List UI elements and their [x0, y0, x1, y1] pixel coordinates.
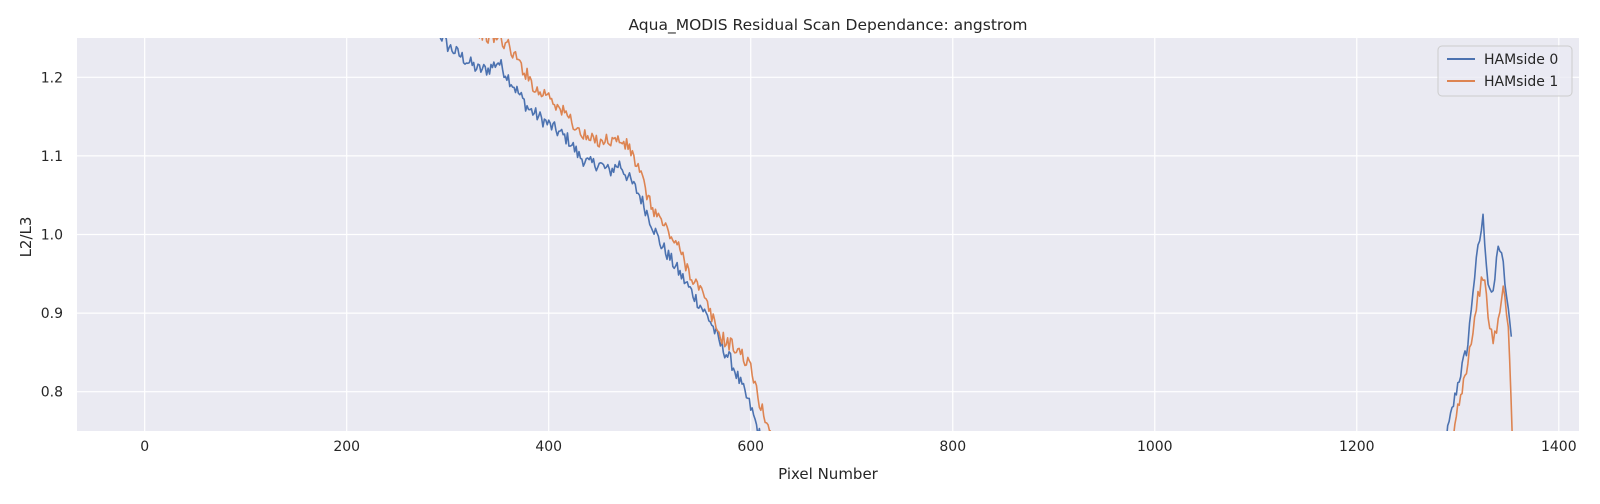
legend-label-hamside-0: HAMside 0 — [1484, 52, 1558, 68]
x-tick-label: 0 — [140, 439, 149, 455]
y-tick-label: 1.0 — [41, 228, 63, 244]
x-tick-label: 1400 — [1541, 439, 1577, 455]
y-tick-label: 0.8 — [41, 385, 63, 401]
series-layer — [439, 38, 1513, 431]
y-axis-label: L2/L3 — [17, 217, 35, 258]
x-tick-label: 1000 — [1137, 439, 1173, 455]
series-line-hamside-1 — [1453, 276, 1513, 431]
series-line-hamside-1 — [478, 38, 772, 431]
y-grid — [77, 76, 1579, 393]
x-tick-label: 400 — [535, 439, 562, 455]
chart-title: Aqua_MODIS Residual Scan Dependance: ang… — [628, 16, 1027, 35]
legend-label-hamside-1: HAMside 1 — [1484, 74, 1558, 90]
x-tick-label: 1200 — [1339, 439, 1375, 455]
series-line-hamside-0 — [1446, 213, 1513, 431]
y-tick-labels: 0.8 0.9 1.0 1.1 1.2 — [41, 70, 63, 400]
x-tick-labels: 0 200 400 600 800 1000 1200 1400 — [140, 439, 1576, 455]
y-tick-label: 1.2 — [41, 70, 63, 86]
y-tick-label: 1.1 — [41, 149, 63, 165]
series-line-hamside-0 — [439, 38, 761, 431]
legend: HAMside 0 HAMside 1 — [1437, 45, 1573, 97]
x-tick-label: 800 — [939, 439, 966, 455]
y-tick-label: 0.9 — [41, 306, 63, 322]
x-tick-label: 600 — [737, 439, 764, 455]
x-tick-label: 200 — [333, 439, 360, 455]
x-axis-label: Pixel Number — [778, 465, 879, 483]
